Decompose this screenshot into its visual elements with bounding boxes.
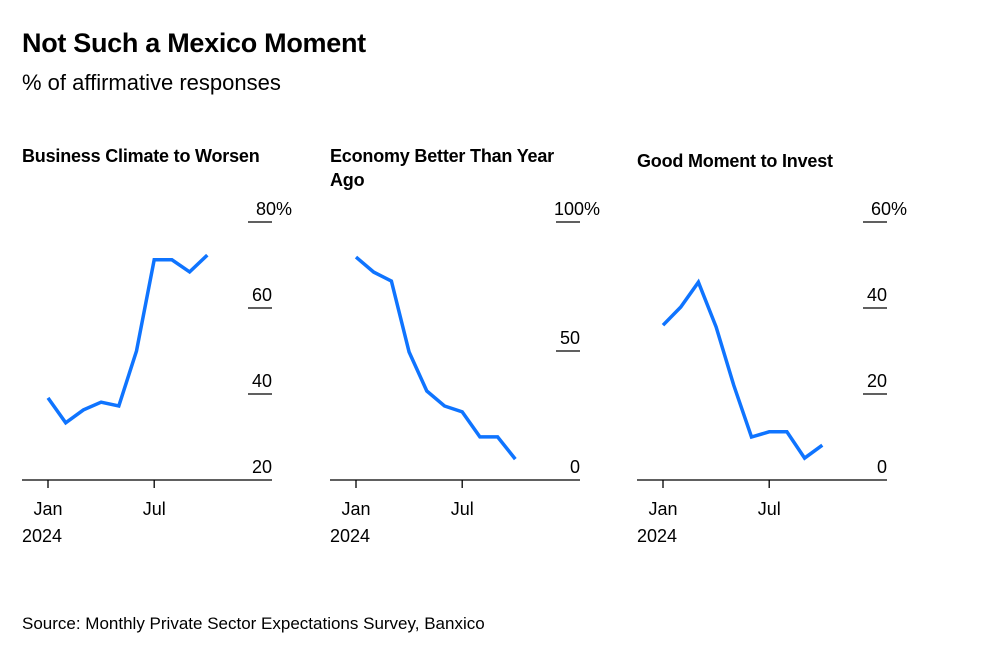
x-tick-label: Jul: [143, 499, 166, 519]
series-line: [354, 255, 517, 461]
y-tick-label: 40: [252, 371, 272, 391]
chart-subtitle: % of affirmative responses: [22, 70, 281, 95]
panel-title-2: Economy Better Than Year Ago: [330, 146, 554, 190]
series-line: [46, 253, 209, 426]
y-tick-label: 40: [867, 285, 887, 305]
y-tick-label: 0: [877, 457, 887, 477]
panel-title-1: Business Climate to Worsen: [22, 146, 260, 166]
y-tick-label: 50: [560, 328, 580, 348]
source-note: Source: Monthly Private Sector Expectati…: [22, 614, 485, 633]
panel-title-3: Good Moment to Invest: [637, 151, 833, 171]
x-tick-label: Jul: [451, 499, 474, 519]
y-tick-label: 20: [252, 457, 272, 477]
y-tick-label: 60%: [871, 199, 907, 219]
x-tick-sublabel: 2024: [22, 526, 62, 546]
y-tick-label: 60: [252, 285, 272, 305]
chart-title: Not Such a Mexico Moment: [22, 28, 366, 58]
x-tick-sublabel: 2024: [637, 526, 677, 546]
x-tick-sublabel: 2024: [330, 526, 370, 546]
y-tick-label: 0: [570, 457, 580, 477]
series-line: [661, 278, 824, 461]
x-tick-label: Jan: [33, 499, 62, 519]
y-tick-label: 100%: [554, 199, 600, 219]
y-tick-label: 80%: [256, 199, 292, 219]
x-tick-label: Jan: [341, 499, 370, 519]
x-tick-label: Jul: [758, 499, 781, 519]
x-tick-label: Jan: [648, 499, 677, 519]
y-tick-label: 20: [867, 371, 887, 391]
